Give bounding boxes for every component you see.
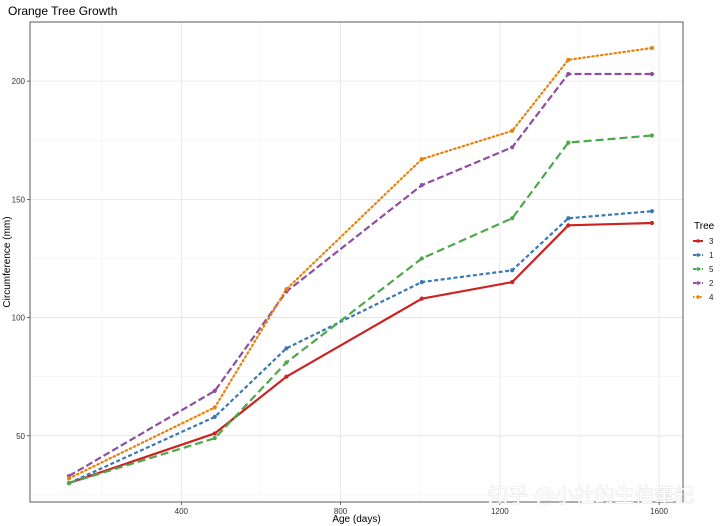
data-point-tree-1: [419, 279, 424, 285]
data-point-tree-3: [649, 220, 655, 226]
data-point-tree-2: [510, 145, 515, 150]
data-point-tree-2: [566, 71, 571, 77]
legend-label-2: 2: [709, 279, 714, 288]
legend: Tree 3 1 5 2 4: [693, 221, 715, 302]
series-lines: [67, 46, 653, 485]
data-point-tree-3: [212, 431, 217, 436]
data-point-tree-5: [649, 133, 655, 138]
data-point-tree-4: [66, 476, 72, 481]
legend-title: Tree: [694, 221, 715, 232]
data-point-tree-3: [419, 296, 424, 301]
y-tick-label: 50: [16, 432, 25, 441]
legend-key-point-5: [696, 267, 700, 271]
y-axis-label: Circumference (mm): [2, 216, 13, 307]
series-line-2: [68, 72, 652, 477]
data-point-tree-1: [566, 216, 571, 221]
series-line-4: [67, 46, 653, 480]
data-point-tree-4: [566, 57, 571, 62]
data-point-tree-4: [419, 157, 424, 162]
data-point-tree-1: [284, 346, 289, 351]
data-point-tree-5: [212, 436, 217, 441]
data-point-tree-4: [510, 128, 515, 133]
series-points: [66, 45, 655, 486]
y-tick-label: 150: [12, 195, 26, 204]
legend-label-5: 5: [709, 265, 714, 274]
x-tick-label: 800: [334, 507, 348, 516]
panel-border: [29, 21, 684, 503]
series-line-1: [68, 210, 652, 485]
y-axis-ticks: 50 100 150 200: [12, 77, 30, 441]
legend-key-point-2: [696, 281, 700, 285]
series-line-5: [68, 134, 652, 485]
data-point-tree-1: [510, 268, 515, 273]
x-tick-label: 400: [175, 507, 189, 516]
chart-title: Orange Tree Growth: [8, 4, 118, 18]
y-tick-label: 200: [12, 77, 26, 86]
legend-key-point-1: [696, 253, 700, 257]
y-tick-label: 100: [12, 314, 26, 323]
data-point-tree-3: [510, 279, 515, 285]
legend-label-4: 4: [709, 293, 714, 302]
x-tick-label: 1600: [650, 507, 668, 516]
legend-key-point-4: [696, 295, 700, 299]
data-point-tree-4: [649, 45, 655, 51]
data-point-tree-5: [284, 360, 289, 365]
data-point-tree-5: [510, 216, 515, 221]
x-axis-ticks: 400 800 1200 1600: [175, 502, 669, 516]
data-point-tree-1: [649, 209, 655, 214]
data-point-tree-4: [284, 287, 289, 292]
watermark: 知乎 @小杜的生信筆記: [488, 483, 694, 507]
data-point-tree-3: [566, 223, 571, 228]
data-point-tree-2: [649, 71, 655, 77]
x-tick-label: 1200: [491, 507, 509, 516]
legend-label-3: 3: [709, 237, 714, 246]
data-point-tree-3: [284, 374, 289, 379]
data-point-tree-5: [566, 140, 571, 145]
grid: [30, 21, 683, 502]
data-point-tree-2: [212, 388, 217, 393]
data-point-tree-5: [419, 256, 424, 261]
x-axis-label: Age (days): [332, 514, 380, 525]
data-point-tree-1: [212, 414, 217, 419]
legend-label-1: 1: [709, 251, 714, 260]
data-point-tree-5: [66, 480, 72, 486]
legend-key-point-3: [696, 239, 700, 243]
series-line-3: [68, 221, 652, 485]
data-point-tree-2: [419, 183, 424, 188]
data-point-tree-4: [212, 405, 217, 410]
